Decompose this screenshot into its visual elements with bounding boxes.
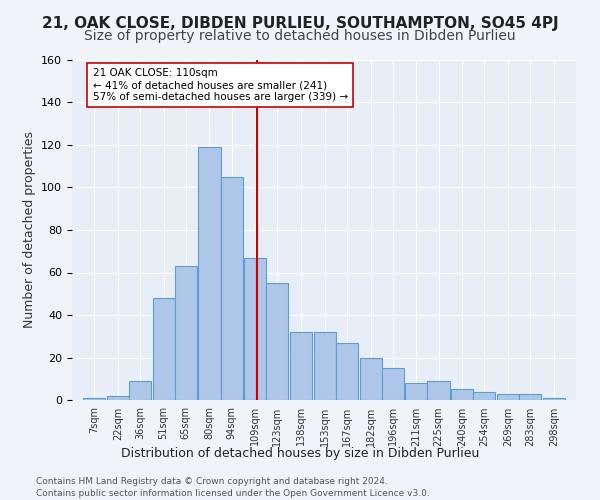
Text: Contains public sector information licensed under the Open Government Licence v3: Contains public sector information licen… [36,489,430,498]
Bar [152,298,175,400]
Bar [406,383,427,400]
Bar [543,398,565,400]
Bar [427,381,449,400]
Text: 21, OAK CLOSE, DIBDEN PURLIEU, SOUTHAMPTON, SO45 4PJ: 21, OAK CLOSE, DIBDEN PURLIEU, SOUTHAMPT… [41,16,559,31]
Text: Contains HM Land Registry data © Crown copyright and database right 2024.: Contains HM Land Registry data © Crown c… [36,478,388,486]
Bar [382,368,404,400]
Text: Distribution of detached houses by size in Dibden Purlieu: Distribution of detached houses by size … [121,448,479,460]
Bar [107,396,129,400]
Bar [266,283,289,400]
Bar [83,398,105,400]
Bar [314,332,336,400]
Text: 21 OAK CLOSE: 110sqm
← 41% of detached houses are smaller (241)
57% of semi-deta: 21 OAK CLOSE: 110sqm ← 41% of detached h… [92,68,347,102]
Bar [199,147,221,400]
Text: Size of property relative to detached houses in Dibden Purlieu: Size of property relative to detached ho… [84,29,516,43]
Bar [175,266,197,400]
Bar [129,381,151,400]
Bar [290,332,312,400]
Bar [359,358,382,400]
Bar [221,177,242,400]
Y-axis label: Number of detached properties: Number of detached properties [23,132,35,328]
Bar [336,342,358,400]
Bar [244,258,266,400]
Bar [473,392,496,400]
Bar [519,394,541,400]
Bar [451,390,473,400]
Bar [497,394,519,400]
